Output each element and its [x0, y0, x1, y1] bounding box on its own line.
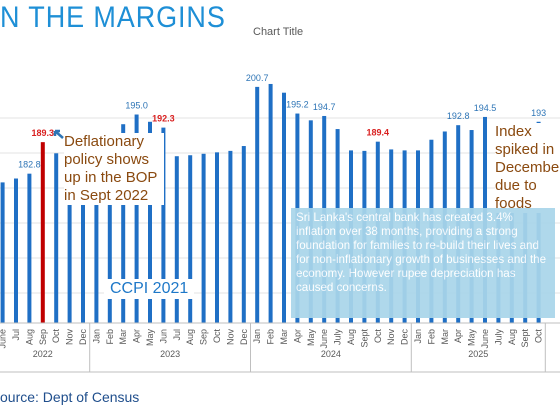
tick-label: Oct: [51, 329, 61, 344]
tick-label: May: [467, 329, 477, 347]
data-label: 194.5: [474, 103, 497, 113]
tick-label: May: [306, 329, 316, 347]
bar: [54, 153, 59, 323]
commentary-box: Sri Lanka's central bank has created 3.4…: [291, 208, 555, 318]
tick-label: June: [0, 329, 8, 349]
tick-label: Feb: [266, 329, 276, 345]
tick-label: Feb: [426, 329, 436, 345]
bar: [27, 173, 32, 323]
chart-title: Chart Title: [253, 26, 304, 38]
tick-label: Apr: [292, 329, 302, 343]
data-label: 192.8: [447, 111, 470, 121]
ccpi-label: CCPI 2021: [104, 279, 195, 299]
bar: [40, 142, 45, 323]
bar: [14, 178, 18, 323]
bar: [241, 146, 246, 323]
bar: [255, 86, 260, 323]
bar: [161, 127, 166, 323]
tick-label: May: [145, 329, 155, 347]
tick-label: Sept: [520, 329, 530, 348]
tick-label: Jan: [91, 329, 101, 344]
tick-label: Mar: [440, 329, 450, 345]
tick-label: Sep: [38, 329, 48, 345]
tick-label: Dec: [400, 329, 410, 346]
data-label: 200.7: [246, 73, 269, 83]
data-labels: 182.8 189.3 195.0 192.3 200.7 195.2 194.7 189.4…: [18, 73, 546, 170]
tick-label: Oct: [212, 329, 222, 344]
data-label: 189.4: [367, 128, 390, 138]
year-label: 2022: [33, 349, 53, 359]
year-label: 2023: [160, 349, 180, 359]
tick-label: Jul: [172, 329, 182, 341]
bar: [282, 92, 286, 324]
tick-label: Jan: [252, 329, 262, 344]
arrow-icon: [53, 129, 64, 139]
bar: [121, 124, 126, 323]
source-note: ource: Dept of Census: [0, 389, 140, 405]
index-spike-annotation: Index spiked in December due to foods: [495, 123, 560, 213]
deflation-annotation: Deflationary policy shows up in the BOP …: [64, 133, 164, 205]
tick-label: Aug: [185, 329, 195, 345]
bar: [201, 153, 206, 323]
data-label: 193: [531, 108, 546, 118]
tick-label: Feb: [105, 329, 115, 345]
tick-label: Nov: [225, 329, 235, 346]
data-label: 195.2: [286, 100, 309, 110]
data-label: 182.8: [18, 160, 41, 170]
bar: [134, 114, 139, 323]
bar: [268, 83, 273, 323]
tick-label: Dec: [78, 329, 88, 346]
bar: [148, 121, 152, 324]
tick-label: June: [480, 329, 490, 349]
tick-label: Jun: [158, 329, 168, 344]
tick-label: Aug: [24, 329, 34, 345]
tick-label: Oct: [373, 329, 383, 344]
tick-label: Apr: [453, 329, 463, 343]
year-label: 2025: [468, 349, 488, 359]
tick-label: Nov: [386, 329, 396, 346]
bar: [174, 156, 179, 323]
bar: [94, 156, 99, 323]
data-label: 195.0: [125, 101, 148, 111]
data-label: 189.3: [32, 128, 55, 138]
bar: [0, 182, 5, 323]
tick-label: Jan: [413, 329, 423, 344]
bar: [67, 155, 72, 323]
tick-label: Mar: [118, 329, 128, 345]
tick-label: Sep: [199, 329, 209, 345]
tick-label: July: [333, 329, 343, 346]
bar: [81, 154, 85, 323]
tick-label: Aug: [507, 329, 517, 345]
data-label: 192.3: [152, 114, 175, 124]
data-label: 194.7: [313, 102, 336, 112]
tick-label: Sept: [359, 329, 369, 348]
tick-label: Jul: [11, 329, 21, 341]
bar: [107, 148, 112, 323]
tick-label: June: [319, 329, 329, 349]
x-axis: June Jul Aug Sep Oct Nov Dec Jan Feb Mar Apr May Jun…: [0, 322, 560, 373]
bar: [188, 155, 193, 323]
tick-label: Oct: [534, 329, 544, 344]
bar: [228, 150, 233, 323]
tick-label: Apr: [132, 329, 142, 343]
tick-label: Aug: [346, 329, 356, 345]
tick-label: Mar: [279, 329, 289, 345]
tick-label: Nov: [65, 329, 75, 346]
tick-label: Dec: [239, 329, 249, 346]
tick-label: July: [493, 329, 503, 346]
year-label: 2024: [321, 349, 341, 359]
bar: [215, 152, 219, 323]
page-title: N THE MARGINS: [0, 1, 226, 34]
